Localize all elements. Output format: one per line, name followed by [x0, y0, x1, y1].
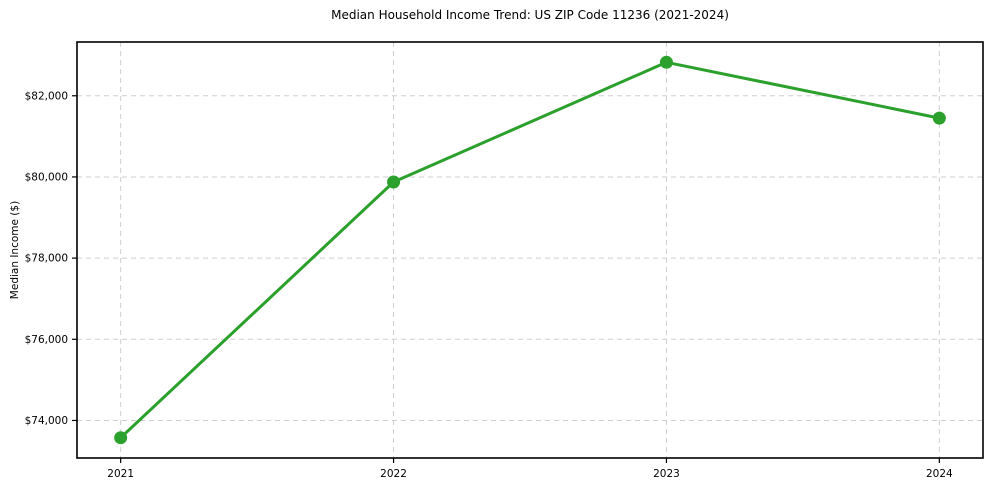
data-point-marker: [932, 111, 946, 125]
x-tick-label: 2021: [107, 468, 134, 480]
data-point-marker: [114, 431, 128, 445]
plot-border: [76, 41, 984, 459]
x-tick-label: 2022: [380, 468, 407, 480]
y-tick-label: $78,000: [25, 253, 68, 265]
data-point-marker: [387, 175, 401, 189]
y-tick-label: $82,000: [25, 90, 68, 102]
data-point-marker: [659, 55, 673, 69]
income-trend-line: [119, 60, 941, 440]
y-tick-label: $76,000: [25, 334, 68, 346]
y-tick-label: $80,000: [25, 171, 68, 183]
x-tick-label: 2023: [653, 468, 680, 480]
x-tick-label: 2024: [926, 468, 953, 480]
y-tick-label: $74,000: [25, 415, 68, 427]
chart-title: Median Household Income Trend: US ZIP Co…: [331, 8, 729, 22]
